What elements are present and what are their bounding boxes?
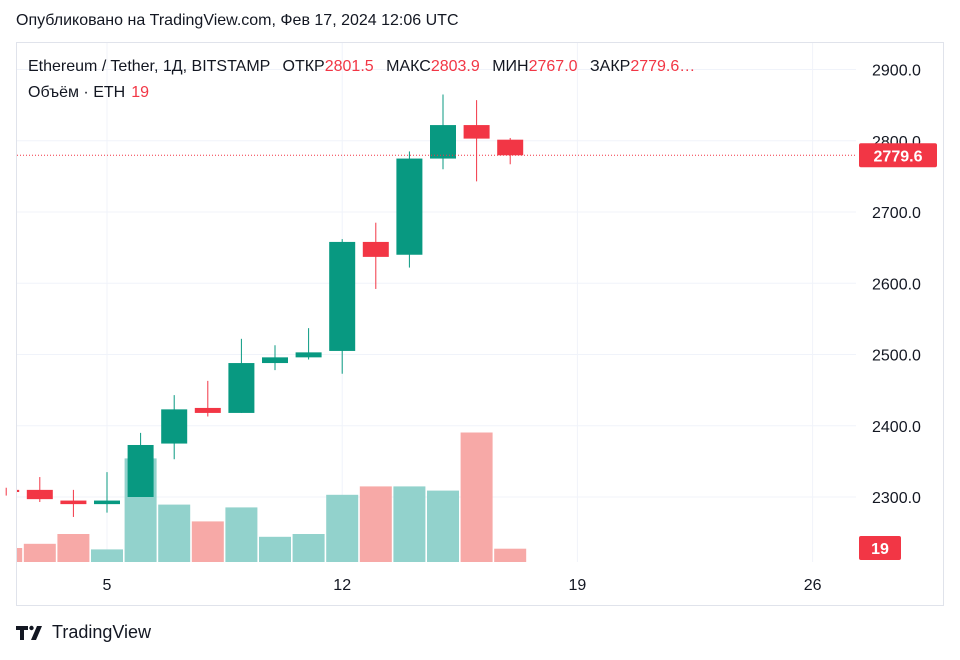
price-legend: Ethereum / Tether, 1Д, BITSTAMP ОТКР2801… — [28, 58, 695, 76]
candle[interactable] — [127, 432, 154, 497]
current-price-badge — [859, 143, 937, 168]
candle-body — [161, 409, 188, 444]
x-tick-label: 26 — [804, 577, 822, 594]
y-tick-label: 2400.0 — [872, 419, 921, 436]
volume-bar — [23, 543, 56, 562]
footer-brand-text: TradingView — [52, 622, 152, 642]
tradingview-logo-icon — [16, 625, 42, 640]
volume-bar — [91, 549, 123, 562]
candle-body — [329, 241, 356, 351]
volume-legend-label: Объём · ETH — [28, 84, 126, 101]
y-tick-label: 2500.0 — [872, 348, 921, 365]
candle-body — [362, 241, 389, 257]
volume-bar — [57, 534, 90, 562]
volume-bar — [427, 490, 459, 562]
candle-body — [497, 139, 524, 156]
x-tick-label: 5 — [103, 577, 112, 594]
candle-body — [262, 357, 288, 364]
legend-close-label: ЗАКР — [589, 58, 631, 75]
y-tick-label: 2900.0 — [872, 63, 921, 80]
candle-body — [194, 407, 221, 413]
candle[interactable] — [262, 345, 288, 371]
volume-legend: Объём · ETH 19 — [28, 84, 149, 102]
candle[interactable] — [26, 477, 53, 502]
candle[interactable] — [194, 380, 221, 417]
current-volume-badge — [859, 536, 901, 560]
y-tick-label: 2300.0 — [872, 490, 921, 507]
legend-open-value: 2801.5 — [324, 58, 374, 75]
volume-bar — [17, 548, 23, 562]
candle-layer — [5, 94, 524, 517]
candle-body — [295, 352, 322, 358]
candle-body — [94, 500, 120, 505]
legend-open-label: ОТКР — [282, 58, 325, 75]
x-tick-label: 12 — [333, 577, 351, 594]
candle[interactable] — [60, 489, 87, 517]
published-caption: Опубликовано на TradingView.com, Фев 17,… — [16, 12, 459, 29]
volume-bar — [158, 504, 191, 562]
candle-body — [17, 489, 20, 493]
volume-bar — [359, 486, 392, 562]
current-price-label: 2779.6 — [874, 148, 923, 165]
candle-body — [127, 444, 154, 497]
legend-high-value: 2803.9 — [430, 58, 480, 75]
candle-body — [430, 125, 456, 159]
candle[interactable] — [161, 395, 188, 460]
candle-body — [463, 125, 490, 139]
candle-body — [60, 500, 87, 505]
legend-close-value: 2779.6… — [630, 58, 696, 75]
candle-body — [26, 489, 53, 500]
candle-body — [228, 363, 255, 413]
volume-bar — [191, 521, 224, 562]
legend-symbol: Ethereum / Tether, 1Д, BITSTAMP — [28, 58, 271, 75]
candle[interactable] — [362, 222, 389, 289]
volume-bar — [460, 432, 493, 562]
volume-bar — [326, 494, 359, 562]
candle[interactable] — [329, 239, 356, 374]
candle[interactable] — [94, 472, 120, 513]
volume-bar — [292, 534, 325, 562]
footer-brand[interactable]: TradingView — [16, 622, 151, 643]
y-tick-label: 2700.0 — [872, 205, 921, 222]
candle-body — [396, 158, 423, 255]
chart-frame[interactable] — [16, 42, 944, 606]
volume-bar — [393, 486, 426, 562]
candle[interactable] — [295, 328, 322, 360]
candle[interactable] — [396, 151, 423, 268]
candle[interactable] — [463, 100, 490, 182]
y-tick-label: 2600.0 — [872, 276, 921, 293]
candle[interactable] — [228, 338, 255, 413]
volume-legend-value: 19 — [131, 84, 149, 101]
legend-low-value: 2767.0 — [528, 58, 578, 75]
grid-layer — [17, 43, 856, 562]
volume-bar — [494, 548, 527, 562]
candle[interactable] — [497, 137, 524, 165]
candle[interactable] — [430, 94, 456, 170]
x-tick-label: 19 — [569, 577, 587, 594]
candle[interactable] — [5, 487, 20, 496]
current-volume-label: 19 — [871, 541, 889, 558]
legend-high-label: МАКС — [386, 58, 431, 75]
volume-bar — [225, 507, 258, 562]
legend-low-label: МИН — [492, 58, 529, 75]
volume-bar — [259, 536, 291, 562]
axis-layer: 2300.02400.02500.02600.02700.02800.02900… — [17, 63, 937, 594]
